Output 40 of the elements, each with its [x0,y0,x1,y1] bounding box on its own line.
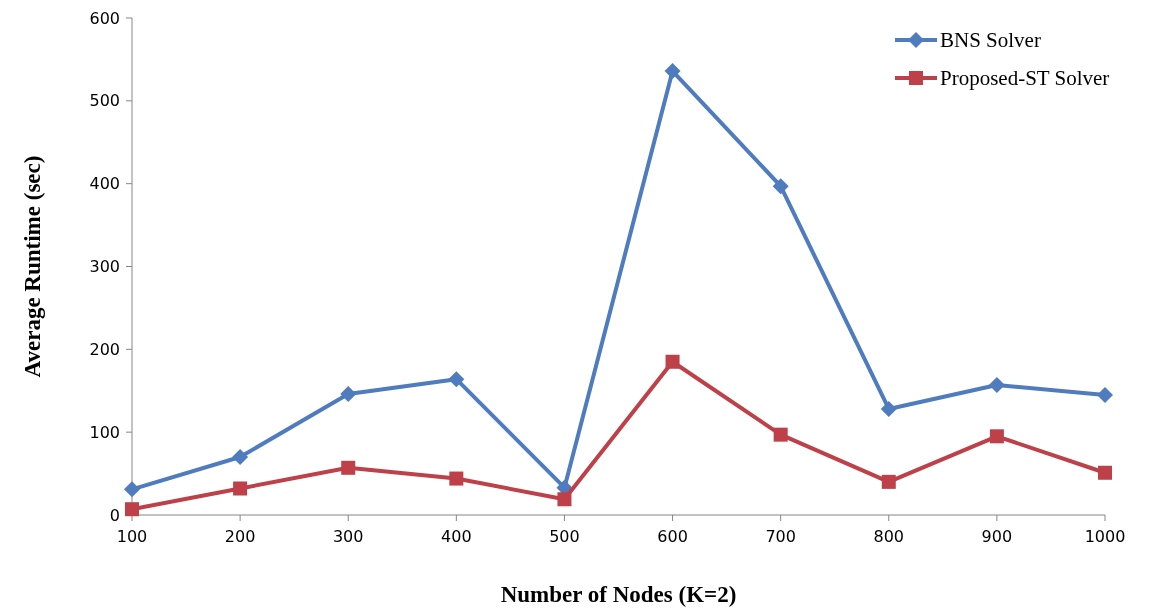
point [665,354,680,369]
point [1098,465,1112,480]
x-tick-label: 500 [549,527,580,546]
x-tick-label: 400 [441,527,472,546]
y-tick-label: 300 [89,257,120,277]
point [664,63,681,80]
point [448,371,465,388]
x-tick-label: 700 [765,527,796,546]
y-tick-label: 500 [89,91,120,111]
point [1097,386,1113,403]
point [232,449,249,466]
x-tick-label: 900 [981,527,1013,546]
x-tick-label: 800 [873,527,905,546]
y-axis-title: Average Runtime (sec) [20,155,45,378]
x-tick-label: 300 [332,527,364,546]
y-tick-label: 100 [89,422,120,442]
y-tick-label: 600 [89,8,120,28]
point [449,471,464,486]
point [341,460,356,475]
point [340,386,357,403]
point [773,427,788,442]
point [125,502,139,517]
legend-label: BNS Solver [940,28,1041,53]
point [881,474,896,489]
point [988,376,1005,393]
point [124,481,140,498]
x-tick-label: 1000 [1084,527,1126,546]
legend-label: Proposed-ST Solver [940,66,1110,91]
point [557,492,572,507]
point [772,178,789,195]
x-tick-label: 200 [224,527,256,546]
x-tick-label: 600 [657,527,688,546]
point [989,429,1004,444]
x-tick-label: 100 [116,527,148,546]
point [880,400,897,417]
y-tick-label: 0 [109,505,120,525]
point [233,481,248,496]
y-tick-label: 200 [89,339,120,359]
y-tick-label: 400 [89,174,120,194]
x-axis-title: Number of Nodes (K=2) [500,582,737,607]
